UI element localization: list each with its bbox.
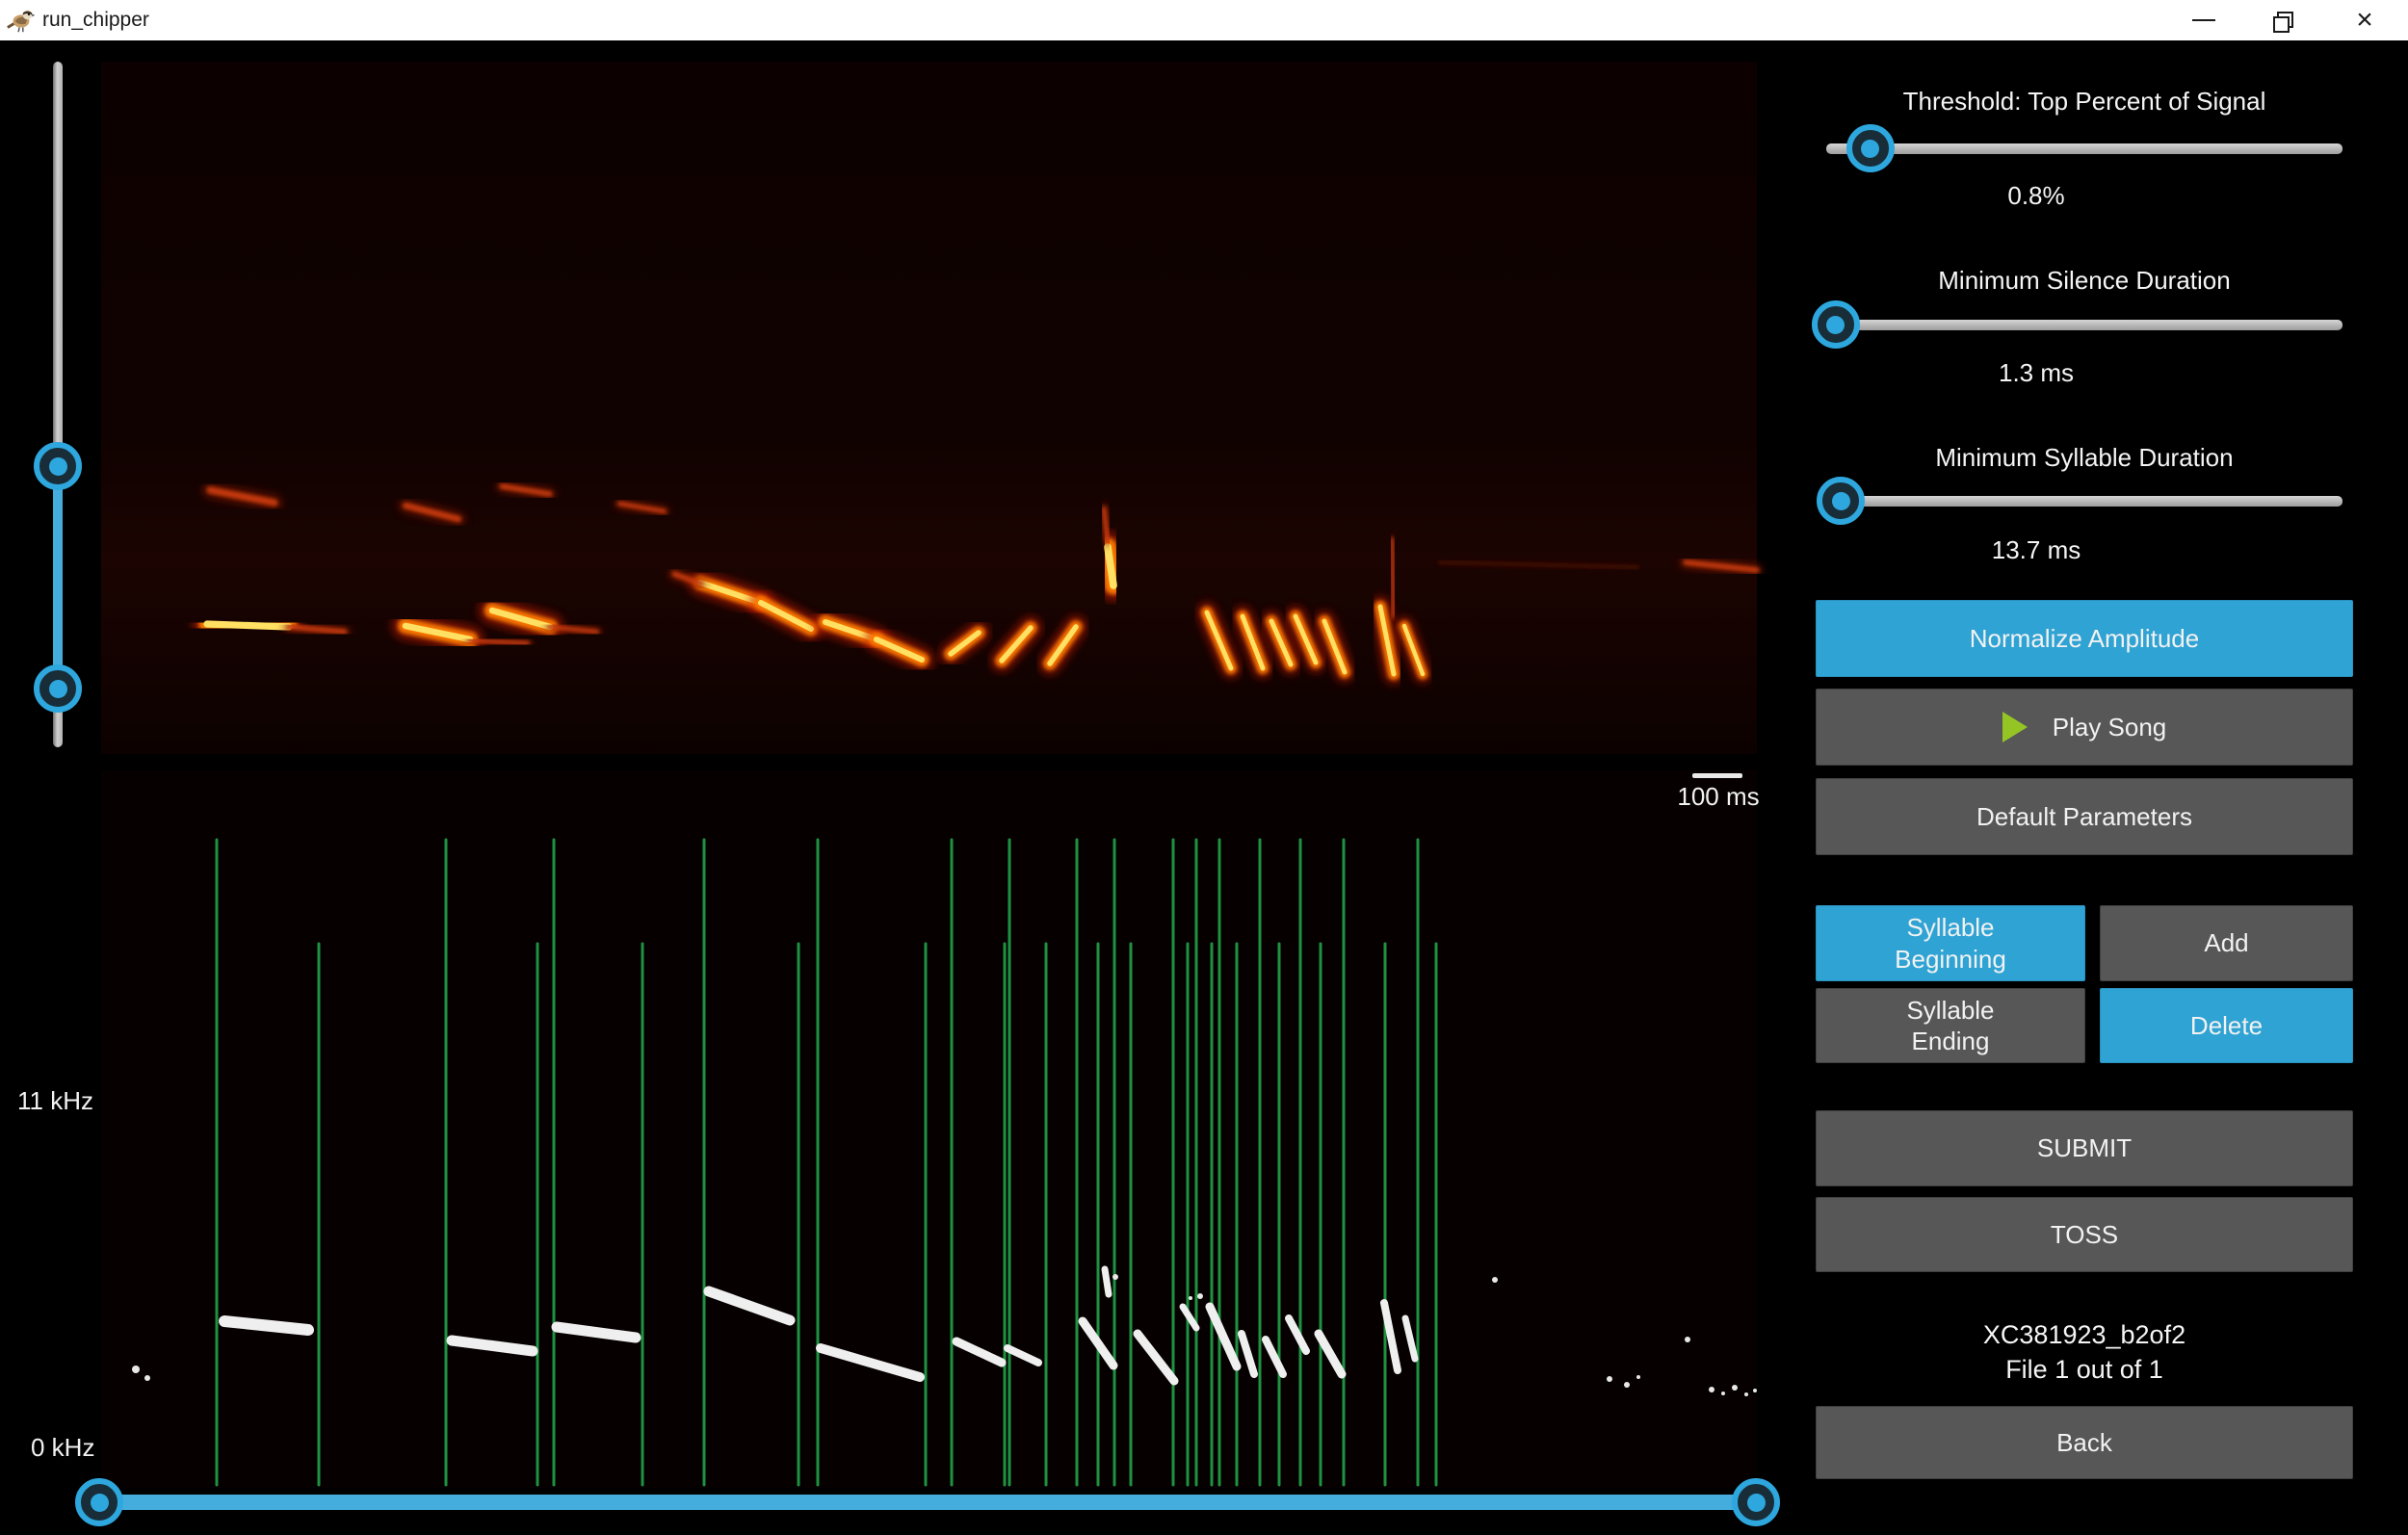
submit-button[interactable]: SUBMIT: [1816, 1110, 2353, 1186]
toss-button[interactable]: TOSS: [1816, 1197, 2353, 1272]
file-count: File 1 out of 1: [2005, 1355, 2163, 1385]
syllable-beginning-button[interactable]: Syllable Beginning: [1816, 905, 2085, 981]
syllable-duration-label: Minimum Syllable Duration: [1935, 443, 2234, 472]
silence-slider[interactable]: [1826, 320, 2343, 330]
threshold-slider-handle[interactable]: [1845, 124, 1895, 172]
default-parameters-button[interactable]: Default Parameters: [1816, 778, 2353, 855]
add-button[interactable]: Add: [2100, 905, 2353, 981]
silence-value: 1.3 ms: [1998, 358, 2075, 387]
freq-top-label: 11 kHz: [17, 1086, 93, 1115]
threshold-value: 0.8%: [2007, 181, 2065, 210]
time-range-selected[interactable]: [99, 1495, 1756, 1510]
segmentation-panel[interactable]: [101, 770, 1757, 1488]
play-icon: [2002, 712, 2028, 742]
silence-label: Minimum Silence Duration: [1938, 266, 2231, 295]
freq-range-handle-top[interactable]: [34, 442, 82, 491]
file-name: XC381923_b2of2: [1982, 1320, 2186, 1349]
window-title: run_chipper: [42, 9, 149, 31]
minimize-icon: [2192, 19, 2215, 21]
play-song-button[interactable]: Play Song: [1816, 689, 2353, 766]
back-button[interactable]: Back: [1816, 1406, 2353, 1479]
close-icon: ×: [2356, 4, 2373, 36]
freq-range-track[interactable]: [53, 62, 63, 747]
close-button[interactable]: ×: [2336, 0, 2394, 40]
maximize-button[interactable]: [2253, 0, 2311, 40]
bird-icon: [7, 10, 35, 33]
minimize-button[interactable]: [2175, 0, 2233, 40]
restore-icon: [2273, 12, 2293, 33]
freq-range-selected[interactable]: [53, 466, 63, 689]
spectrogram-panel: [101, 62, 1757, 754]
silence-slider-handle[interactable]: [1811, 300, 1860, 349]
delete-button[interactable]: Delete: [2100, 988, 2353, 1063]
syllable-duration-value: 13.7 ms: [1991, 535, 2081, 564]
play-song-label: Play Song: [2052, 712, 2167, 741]
time-scalebar: [1692, 773, 1742, 778]
freq-bottom-label: 0 kHz: [31, 1433, 95, 1462]
threshold-label: Threshold: Top Percent of Signal: [1902, 87, 2266, 116]
normalize-amplitude-button[interactable]: Normalize Amplitude: [1816, 600, 2353, 677]
freq-range-handle-bottom[interactable]: [34, 664, 82, 714]
time-range-handle-right[interactable]: [1732, 1478, 1780, 1526]
syllable-duration-slider[interactable]: [1826, 496, 2343, 507]
time-range-handle-left[interactable]: [75, 1478, 123, 1526]
file-info: XC381923_b2of2 File 1 out of 1: [1816, 1317, 2353, 1388]
time-scale-label: 100 ms: [1677, 782, 1760, 811]
syllable-ending-button[interactable]: Syllable Ending: [1816, 988, 2085, 1063]
syllable-duration-slider-handle[interactable]: [1817, 477, 1865, 525]
threshold-slider[interactable]: [1826, 143, 2343, 154]
title-bar: run_chipper ×: [0, 0, 2408, 40]
